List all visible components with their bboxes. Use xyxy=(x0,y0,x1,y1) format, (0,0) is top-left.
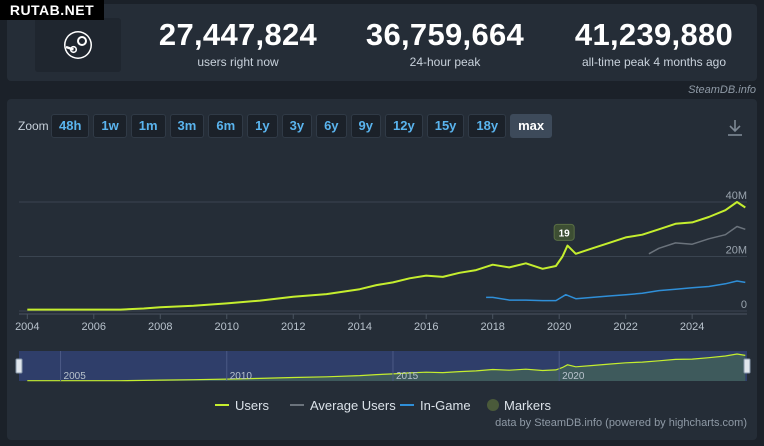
stat-value: 27,447,824 xyxy=(158,17,318,52)
zoom-label: Zoom xyxy=(18,119,49,133)
zoom-button-1w[interactable]: 1w xyxy=(93,114,127,138)
zoom-button-48h[interactable]: 48h xyxy=(51,114,90,138)
zoom-button-1m[interactable]: 1m xyxy=(130,114,166,138)
watermark: RUTAB.NET xyxy=(0,0,104,20)
x-tick-label: 2020 xyxy=(547,321,571,333)
stat-24h-peak: 36,759,664 24-hour peak xyxy=(347,17,543,70)
x-tick-label: 2012 xyxy=(281,321,305,333)
x-tick-label: 2004 xyxy=(15,321,39,333)
zoom-button-max[interactable]: max xyxy=(510,114,553,138)
legend-swatch-marker xyxy=(487,399,499,411)
stat-value: 41,239,880 xyxy=(574,17,734,52)
stat-current-users: 27,447,824 users right now xyxy=(143,17,333,70)
player-count-chart: 0 20M 40M 2004 2006 2008 2010 2012 2014 2016 2018 2… xyxy=(15,190,751,413)
x-tick-label: 2010 xyxy=(215,321,239,333)
x-tick-label: 2014 xyxy=(347,321,371,333)
navigator-tick-label: 2010 xyxy=(230,371,253,382)
x-tick-label: 2006 xyxy=(82,321,106,333)
zoom-button-15y[interactable]: 15y xyxy=(426,114,465,138)
zoom-button-1y[interactable]: 1y xyxy=(247,114,278,138)
x-tick-label: 2022 xyxy=(613,321,637,333)
navigator-series-line xyxy=(27,353,746,382)
stat-value: 36,759,664 xyxy=(365,17,525,52)
zoom-buttons: 48h 1w 1m 3m 6m 1y 3y 6y 9y 12y 15y 18y max xyxy=(51,114,553,138)
y-tick-label: 20M xyxy=(726,245,747,257)
zoom-button-6m[interactable]: 6m xyxy=(208,114,244,138)
data-credit: data by SteamDB.info (powered by highcha… xyxy=(495,417,747,429)
navigator-tick-label: 2015 xyxy=(396,371,419,382)
zoom-button-3m[interactable]: 3m xyxy=(169,114,205,138)
download-icon[interactable] xyxy=(727,119,743,137)
y-tick-label: 0 xyxy=(741,299,747,311)
event-marker-box[interactable] xyxy=(553,223,575,241)
steamdb-credit-top[interactable]: SteamDB.info xyxy=(688,84,756,96)
series-line-in-game[interactable] xyxy=(486,280,746,302)
legend-item[interactable]: Average Users xyxy=(290,398,396,413)
x-tick-label: 2018 xyxy=(480,321,504,333)
legend-label: Markers xyxy=(504,398,551,413)
event-marker-label: 19 xyxy=(559,228,571,239)
legend-item[interactable]: Markers xyxy=(487,398,551,413)
legend-item[interactable]: In-Game xyxy=(400,398,471,413)
x-tick-label: 2024 xyxy=(680,321,704,333)
zoom-button-3y[interactable]: 3y xyxy=(281,114,313,138)
stat-label: all-time peak 4 months ago xyxy=(581,55,727,69)
legend-label: Users xyxy=(235,398,269,413)
legend-label: Average Users xyxy=(310,398,396,413)
steam-logo[interactable] xyxy=(35,18,121,72)
zoom-button-12y[interactable]: 12y xyxy=(385,114,423,138)
chart-panel: Zoom 48h 1w 1m 3m 6m 1y 3y 6y 9y 12y 15y 18y max 0 20… xyxy=(7,99,757,440)
stat-all-time-peak: 41,239,880 all-time peak 4 months ago xyxy=(559,17,749,70)
zoom-button-9y[interactable]: 9y xyxy=(350,114,382,138)
zoom-button-6y[interactable]: 6y xyxy=(316,114,347,138)
y-tick-label: 40M xyxy=(726,190,747,202)
legend-label: In-Game xyxy=(420,398,471,413)
navigator-handle-right[interactable] xyxy=(743,358,751,374)
navigator-tick-label: 2005 xyxy=(64,371,87,382)
series-line-average-users[interactable] xyxy=(648,225,746,255)
navigator-handle-left[interactable] xyxy=(15,358,23,374)
zoom-button-18y[interactable]: 18y xyxy=(468,114,507,138)
navigator-tick-label: 2020 xyxy=(562,371,585,382)
steam-icon xyxy=(64,31,92,59)
legend-item[interactable]: Users xyxy=(215,398,269,413)
x-tick-label: 2008 xyxy=(148,321,172,333)
series-line-users[interactable] xyxy=(27,201,746,311)
stat-label: 24-hour peak xyxy=(409,55,481,69)
stat-label: users right now xyxy=(197,55,279,69)
x-tick-label: 2016 xyxy=(414,321,438,333)
navigator-area xyxy=(27,354,746,381)
stats-bar: 27,447,824 users right now 36,759,664 24… xyxy=(7,4,757,81)
event-marker[interactable]: 19 xyxy=(553,223,575,241)
